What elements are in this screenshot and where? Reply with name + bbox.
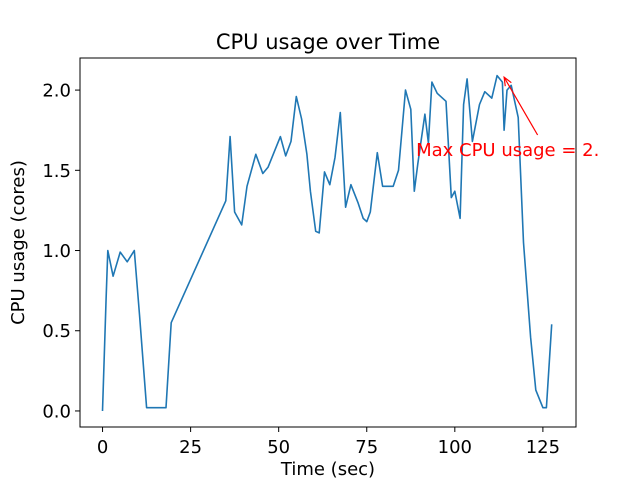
y-axis: 0.0 0.5 1.0 1.5 2.0	[42, 81, 80, 422]
x-tick-label: 0	[97, 437, 108, 458]
x-tick-label: 75	[355, 437, 378, 458]
x-tick-label: 50	[267, 437, 290, 458]
y-tick-label: 0.0	[42, 401, 71, 422]
y-tick-label: 0.5	[42, 321, 71, 342]
plot-frame	[79, 57, 577, 428]
annotation-arrow	[503, 76, 539, 136]
annotation-label: Max CPU usage = 2.	[416, 140, 599, 161]
y-tick-label: 1.5	[42, 161, 71, 182]
x-tick-label: 25	[179, 437, 202, 458]
annotation-arrowhead	[503, 75, 512, 87]
x-axis-label: Time (sec)	[280, 459, 375, 480]
chart-title: CPU usage over Time	[216, 30, 440, 54]
x-tick-label: 100	[438, 437, 472, 458]
annotation-layer: Max CPU usage = 2.	[416, 75, 599, 161]
y-tick-label: 2.0	[42, 81, 71, 102]
cpu-usage-series-line	[101, 74, 553, 412]
plot-area: Max CPU usage = 2.	[79, 57, 599, 428]
x-tick-label: 125	[526, 437, 560, 458]
y-tick-label: 1.0	[42, 241, 71, 262]
plot-background	[80, 58, 576, 427]
x-axis: 0 25 50 75 100 125	[97, 427, 560, 458]
y-axis-label: CPU usage (cores)	[8, 160, 29, 325]
series-layer	[101, 74, 553, 412]
